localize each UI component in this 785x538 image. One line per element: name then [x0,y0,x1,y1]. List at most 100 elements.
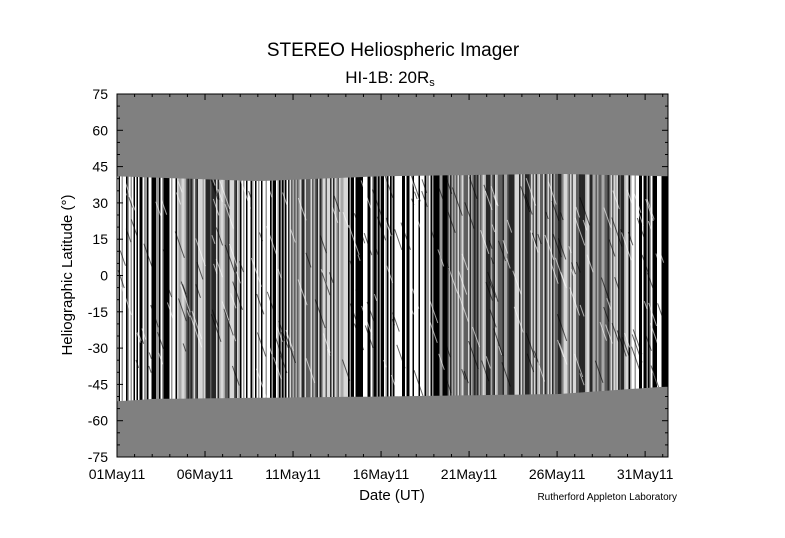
data-streak [579,197,591,226]
data-stripe [594,173,596,402]
data-stripe [331,173,334,402]
data-stripe [660,173,662,402]
data-stripe [469,173,472,402]
data-streak [429,299,439,324]
data-stripe [382,173,385,402]
data-streak [162,249,167,258]
data-streak [498,346,503,355]
data-streak [386,265,394,284]
data-streak [385,222,392,237]
data-stripe [363,173,365,402]
data-stripe [438,173,440,402]
data-stripe [475,173,478,402]
data-stripe [228,173,230,402]
data-stripe [324,173,326,402]
data-stripe [535,173,538,402]
data-streak [355,289,359,297]
data-streak [321,272,331,296]
data-streak [130,219,138,238]
data-stripe [280,173,283,402]
data-stripe [367,173,370,402]
data-stripe [651,173,653,402]
data-stripe [519,173,521,402]
data-stripe [355,173,358,402]
data-stripe [421,173,424,402]
data-stripe [135,173,137,402]
y-tick-label: 15 [92,231,108,247]
data-stripe [393,173,395,402]
data-streak [421,190,428,208]
data-streak [442,369,452,394]
data-stripes [117,173,668,402]
data-stripe [373,173,376,402]
data-stripe [624,173,626,402]
data-streak [525,332,536,358]
data-streak [160,198,168,215]
data-stripe [471,173,473,402]
data-stripe [553,173,556,402]
data-streak [235,271,241,284]
data-streak [135,359,140,369]
data-stripe [124,173,127,402]
data-stripe [649,173,652,402]
data-stripe [357,173,359,402]
data-streak [557,238,567,260]
data-stripe [313,173,316,402]
data-stripe [274,173,277,402]
data-streak [121,286,132,316]
data-stripe [484,173,487,402]
data-stripe [361,173,364,402]
data-stripe [501,173,503,402]
data-streak [178,298,187,322]
data-stripe [658,173,661,402]
data-stripe [483,173,485,402]
data-streak [383,359,387,368]
data-stripe [435,173,437,402]
data-stripe [282,173,284,402]
data-streak [487,271,499,302]
data-stripe [417,173,419,402]
data-stripe [657,173,659,402]
data-stripe [433,173,436,402]
data-streak [266,226,277,255]
data-streak [490,257,494,264]
data-streak [148,352,152,359]
data-streak [469,177,478,200]
data-streak [223,308,234,336]
data-stripe [411,173,413,402]
data-stripe [546,173,548,402]
x-tick-label: 16May11 [353,466,410,482]
data-streak [125,182,136,211]
data-stripe [172,173,175,402]
data-streak [353,213,366,244]
data-stripe [627,173,629,402]
data-streak [485,356,491,369]
data-streak [627,231,634,246]
data-streak [645,334,652,351]
data-streak [239,179,252,209]
data-streak [230,293,237,309]
data-streak [363,232,373,256]
data-stripe [573,173,575,402]
data-streak [217,189,223,202]
data-stripe [450,173,452,402]
data-stripe [570,173,572,402]
data-streak [195,284,201,298]
data-stripe [352,173,355,402]
data-streak [394,229,403,251]
data-streak [417,220,422,230]
data-stripe [640,173,643,402]
data-stripe [429,173,431,402]
y-tick-label: 60 [92,122,108,138]
data-streak [569,287,581,316]
data-streak [586,254,594,273]
data-streak [605,324,613,344]
data-stripe [405,173,407,402]
y-axis-label: Heliographic Latitude (°) [59,194,76,355]
data-stripe [198,173,200,402]
data-streak [384,174,394,198]
data-stripe [213,173,215,402]
data-stripe [402,173,404,402]
data-stripe [261,173,263,402]
data-stripe [223,173,226,402]
